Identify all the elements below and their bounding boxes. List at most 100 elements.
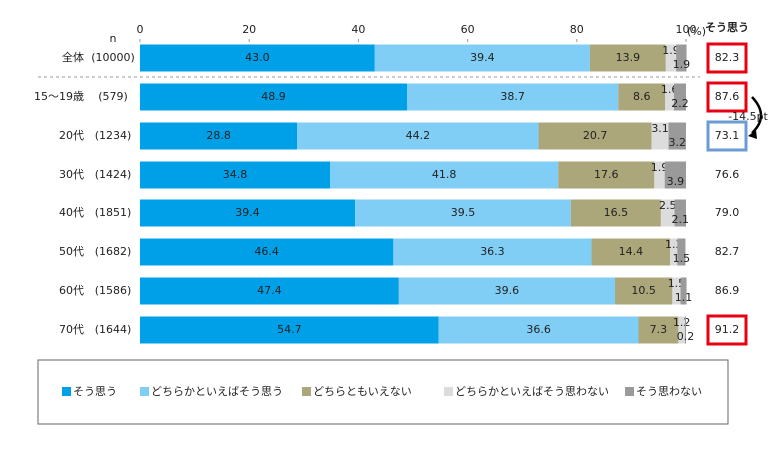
n-label: (1424) <box>95 168 132 181</box>
n-label: (1851) <box>95 206 132 219</box>
bar-segment <box>330 161 559 189</box>
value-label: 3.9 <box>667 175 685 188</box>
value-label: 36.3 <box>480 245 505 258</box>
value-label: 13.9 <box>616 51 641 64</box>
value-label: 47.4 <box>257 284 282 297</box>
value-label: 39.4 <box>470 51 495 64</box>
bar-segment <box>355 199 571 227</box>
n-label: (1644) <box>95 323 132 336</box>
value-label: 34.8 <box>223 168 248 181</box>
value-label: 48.9 <box>261 90 286 103</box>
bar-segment <box>140 277 399 305</box>
value-label: 17.6 <box>594 168 619 181</box>
legend-label: どちらかといえばそう思う <box>151 385 283 398</box>
legend-box <box>37 359 729 425</box>
bar-segment <box>538 122 652 150</box>
category-label: 20代 <box>59 129 84 142</box>
category-label: 全体 <box>62 50 84 64</box>
bar-segment <box>589 44 666 72</box>
x-tick-label: 40 <box>351 23 365 36</box>
bar-segment <box>438 316 639 344</box>
highlight-box <box>706 42 748 74</box>
category-label: 30代 <box>59 168 84 181</box>
n-label: (10000) <box>91 51 135 64</box>
n-label: (1234) <box>95 129 132 142</box>
annotation: -14.5pt <box>728 110 768 123</box>
bar-segment <box>638 316 679 344</box>
value-label: 2.5 <box>659 199 677 212</box>
summary-value: 91.2 <box>715 323 740 336</box>
bar-segment <box>668 122 686 150</box>
summary-title: そう思う <box>705 21 749 34</box>
bar-segment <box>672 277 681 305</box>
highlight-box <box>706 81 748 113</box>
summary-value: 73.1 <box>715 129 740 142</box>
legend-label: どちらかといえばそう思わない <box>455 385 609 398</box>
highlight-box <box>706 314 748 346</box>
x-tick-label: 0 <box>137 23 144 36</box>
summary-value: 76.6 <box>715 168 740 181</box>
category-label: 40代 <box>59 206 84 219</box>
value-label: 36.6 <box>526 323 551 336</box>
value-label: 7.3 <box>650 323 668 336</box>
bar-segment <box>673 83 686 111</box>
category-label: 15～19歳 <box>34 90 84 103</box>
value-label: 0.2 <box>677 330 695 343</box>
bar-segment <box>140 316 439 344</box>
legend-label: そう思う <box>73 385 117 398</box>
bar-segment <box>678 316 685 344</box>
value-label: 38.7 <box>500 90 525 103</box>
x-unit: (%) <box>687 25 706 38</box>
legend-swatch <box>302 387 311 396</box>
bar-segment <box>680 277 687 305</box>
bar-segment <box>140 238 394 266</box>
bar-segment <box>676 44 687 72</box>
value-label: 2.2 <box>671 97 689 110</box>
value-label: 3.1 <box>651 122 669 135</box>
value-label: 41.8 <box>432 168 457 181</box>
bar-segment <box>398 277 616 305</box>
value-label: 46.4 <box>254 245 279 258</box>
n-label: (579) <box>98 90 128 103</box>
legend-swatch <box>625 387 634 396</box>
value-label: 28.8 <box>206 129 231 142</box>
bar-segment <box>140 122 298 150</box>
value-label: 3.2 <box>669 136 687 149</box>
bar-segment <box>670 238 678 266</box>
bar-segment <box>665 44 677 72</box>
value-label: 16.5 <box>604 206 629 219</box>
summary-value: 86.9 <box>715 284 740 297</box>
arrow <box>751 96 763 134</box>
value-label: 54.7 <box>277 323 302 336</box>
n-label: (1682) <box>95 245 132 258</box>
value-label: 1.9 <box>651 161 669 174</box>
legend-swatch <box>62 387 71 396</box>
n-header: n <box>110 32 117 45</box>
category-label: 60代 <box>59 284 84 297</box>
value-label: 39.5 <box>451 206 476 219</box>
category-label: 50代 <box>59 245 84 258</box>
bar-segment <box>591 238 671 266</box>
value-label: 1.1 <box>675 291 693 304</box>
bar-segment <box>615 277 673 305</box>
value-label: 20.7 <box>583 129 608 142</box>
summary-value: 82.3 <box>715 51 740 64</box>
bar-segment <box>558 161 655 189</box>
bar-segment <box>618 83 666 111</box>
bar-segment <box>140 161 331 189</box>
bar-segment <box>660 199 675 227</box>
bar-segment <box>684 316 686 344</box>
value-label: 1.5 <box>673 252 691 265</box>
value-label: 1.2 <box>673 316 691 329</box>
bar-segment <box>140 44 375 72</box>
bar-segment <box>651 122 669 150</box>
bar-segment <box>665 83 674 111</box>
summary-value: 82.7 <box>715 245 740 258</box>
value-label: 14.4 <box>619 245 644 258</box>
bar-segment <box>297 122 539 150</box>
legend-label: そう思わない <box>636 385 702 398</box>
value-label: 1.9 <box>673 58 691 71</box>
x-tick-label: 60 <box>461 23 475 36</box>
legend-swatch <box>140 387 149 396</box>
